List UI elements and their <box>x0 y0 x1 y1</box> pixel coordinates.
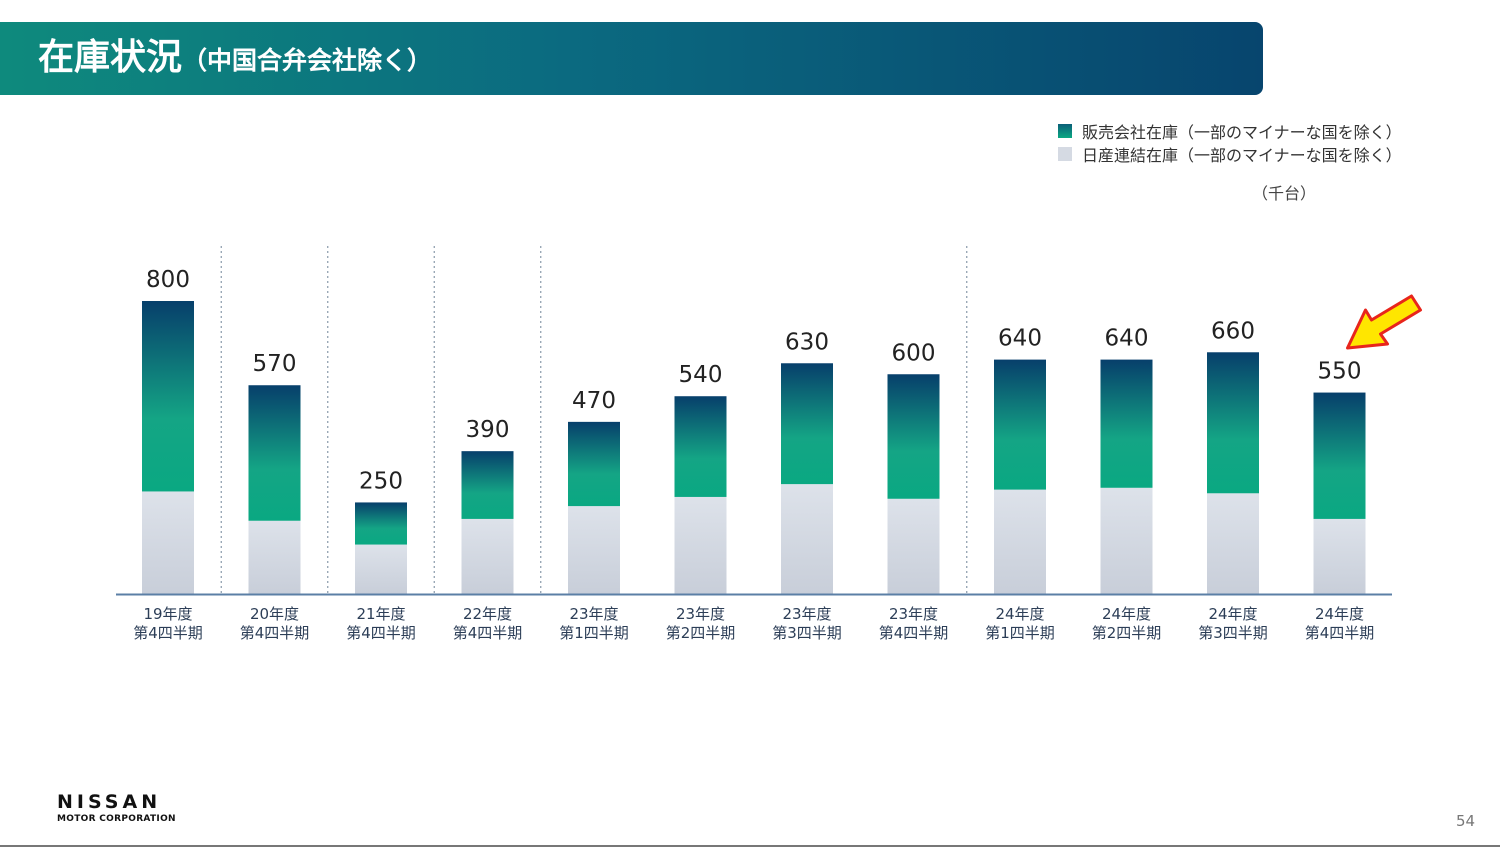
highlight-arrow-icon <box>1346 294 1422 350</box>
x-tick-label-quarter-8: 第1四半期 <box>985 624 1055 642</box>
data-label-total-0: 800 <box>146 267 190 293</box>
x-tick-label-quarter-2: 第4四半期 <box>346 624 416 642</box>
data-label-total-6: 630 <box>785 329 829 355</box>
data-label-total-8: 640 <box>998 326 1042 352</box>
x-tick-label-quarter-1: 第4四半期 <box>240 624 310 642</box>
bar-dealer-inventory-11 <box>1313 392 1366 519</box>
bar-dealer-inventory-8 <box>994 359 1046 490</box>
x-tick-label-quarter-3: 第4四半期 <box>453 624 523 642</box>
bar-dealer-inventory-2 <box>355 502 407 545</box>
x-tick-label-year-10: 24年度 <box>1208 605 1257 623</box>
data-label-total-3: 390 <box>466 417 510 443</box>
x-tick-label-year-6: 23年度 <box>782 605 831 623</box>
bottom-divider <box>0 845 1500 847</box>
bar-dealer-inventory-9 <box>1100 359 1153 488</box>
x-tick-label-quarter-4: 第1四半期 <box>559 624 629 642</box>
x-tick-label-year-8: 24年度 <box>995 605 1044 623</box>
chart-plot-area: 80019年度第4四半期57020年度第4四半期25021年度第4四半期3902… <box>116 246 1422 642</box>
data-label-total-4: 470 <box>572 388 616 414</box>
header-bar <box>0 22 1263 95</box>
x-tick-label-quarter-10: 第3四半期 <box>1198 624 1268 642</box>
page-title-main: 在庫状況 <box>38 37 183 78</box>
data-label-total-11: 550 <box>1318 359 1362 385</box>
x-tick-label-quarter-0: 第4四半期 <box>133 624 203 642</box>
bar-nissan-inventory-1 <box>248 520 301 594</box>
bar-nissan-inventory-2 <box>355 544 407 594</box>
x-tick-label-quarter-5: 第2四半期 <box>666 624 736 642</box>
page-number: 54 <box>1456 812 1476 830</box>
legend-swatch-dealer <box>1058 123 1072 138</box>
x-tick-label-year-11: 24年度 <box>1315 605 1364 623</box>
legend-swatch-nissan <box>1058 146 1072 161</box>
bar-nissan-inventory-11 <box>1313 518 1366 594</box>
bar-nissan-inventory-5 <box>674 496 727 594</box>
bar-nissan-inventory-4 <box>568 506 620 594</box>
x-tick-label-year-1: 20年度 <box>250 605 299 623</box>
bar-dealer-inventory-4 <box>568 421 620 507</box>
data-label-total-10: 660 <box>1211 318 1255 344</box>
bar-dealer-inventory-5 <box>674 396 727 497</box>
x-tick-label-year-3: 22年度 <box>463 605 512 623</box>
page-subtitle: （中国合弁会社除く） <box>182 46 433 75</box>
x-tick-label-quarter-9: 第2四半期 <box>1092 624 1162 642</box>
data-label-total-2: 250 <box>359 468 403 494</box>
nissan-logo: NISSAN MOTOR CORPORATION <box>57 791 176 825</box>
x-tick-label-quarter-7: 第4四半期 <box>879 624 949 642</box>
bar-nissan-inventory-9 <box>1100 487 1153 594</box>
legend-item-dealer-inventory: 販売会社在庫（一部のマイナーな国を除く） <box>1058 119 1402 142</box>
x-tick-label-year-7: 23年度 <box>889 605 938 623</box>
legend-item-nissan-inventory: 日産連結在庫（一部のマイナーな国を除く） <box>1058 142 1402 165</box>
chart-legend: 販売会社在庫（一部のマイナーな国を除く） 日産連結在庫（一部のマイナーな国を除く… <box>1058 119 1402 165</box>
bar-nissan-inventory-7 <box>887 498 940 594</box>
bar-dealer-inventory-7 <box>887 374 940 499</box>
legend-label-dealer: 販売会社在庫（一部のマイナーな国を除く） <box>1082 122 1402 142</box>
unit-label: （千台） <box>1252 184 1317 203</box>
data-label-total-1: 570 <box>253 351 297 377</box>
legend-label-nissan: 日産連結在庫（一部のマイナーな国を除く） <box>1082 145 1402 165</box>
logo-brand-sub: MOTOR CORPORATION <box>57 814 176 824</box>
data-label-total-5: 540 <box>679 362 723 388</box>
logo-brand: NISSAN <box>57 791 162 813</box>
bar-nissan-inventory-3 <box>461 518 514 594</box>
x-tick-label-year-9: 24年度 <box>1102 605 1151 623</box>
data-label-total-9: 640 <box>1105 326 1149 352</box>
bar-dealer-inventory-0 <box>142 301 194 492</box>
bar-dealer-inventory-10 <box>1207 352 1259 494</box>
bar-nissan-inventory-0 <box>142 491 194 594</box>
x-tick-label-quarter-6: 第3四半期 <box>772 624 842 642</box>
data-label-total-7: 600 <box>892 340 936 366</box>
x-tick-label-year-2: 21年度 <box>356 605 405 623</box>
x-tick-label-year-4: 23年度 <box>569 605 618 623</box>
x-tick-label-quarter-11: 第4四半期 <box>1305 624 1375 642</box>
page-title: 在庫状況（中国合弁会社除く） <box>38 36 432 83</box>
x-tick-label-year-5: 23年度 <box>676 605 725 623</box>
bar-dealer-inventory-3 <box>461 451 514 519</box>
bar-nissan-inventory-8 <box>994 489 1046 594</box>
bar-dealer-inventory-6 <box>781 363 833 485</box>
bar-dealer-inventory-1 <box>248 385 301 521</box>
bar-nissan-inventory-6 <box>781 484 833 594</box>
x-tick-label-year-0: 19年度 <box>143 605 192 623</box>
bar-nissan-inventory-10 <box>1207 493 1259 594</box>
